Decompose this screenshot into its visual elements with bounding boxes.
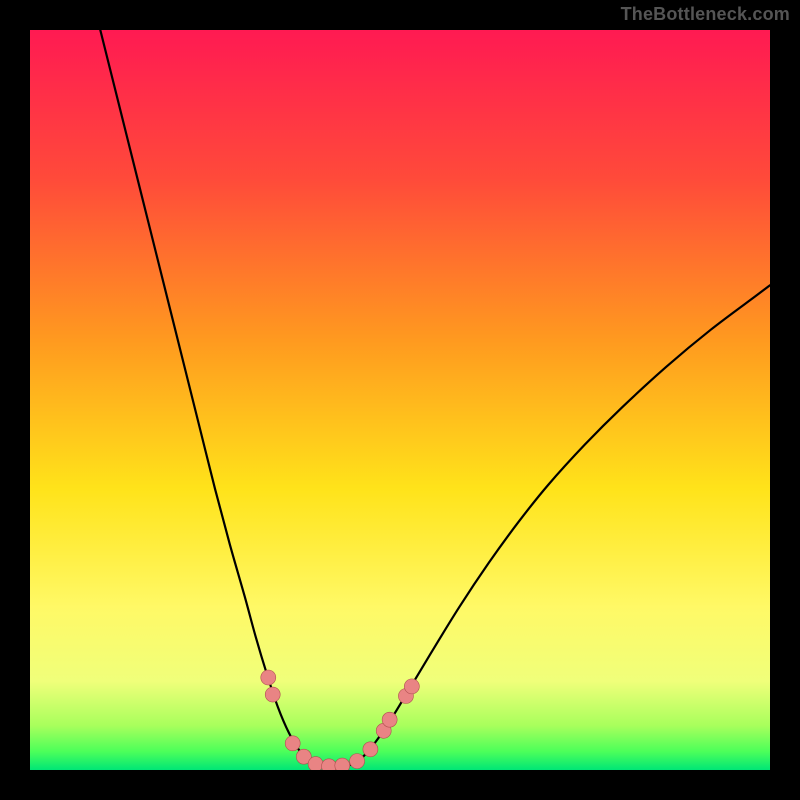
data-marker (265, 687, 280, 702)
bottleneck-chart (30, 30, 770, 770)
data-marker (335, 758, 350, 770)
data-marker (350, 754, 365, 769)
watermark-text: TheBottleneck.com (621, 4, 790, 25)
chart-background (30, 30, 770, 770)
data-marker (363, 742, 378, 757)
data-marker (308, 757, 323, 770)
data-marker (261, 670, 276, 685)
data-marker (382, 712, 397, 727)
data-marker (285, 736, 300, 751)
data-marker (404, 679, 419, 694)
